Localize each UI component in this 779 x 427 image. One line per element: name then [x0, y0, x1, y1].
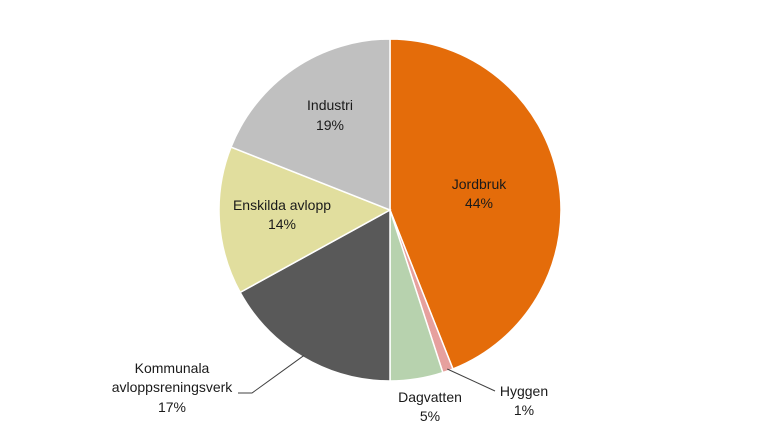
- label-kommunala-line2: avloppsreningsverk: [112, 379, 234, 395]
- percent-jordbruk: 44%: [465, 195, 493, 211]
- percent-industri: 19%: [316, 117, 344, 133]
- leader-line-kommunala: [238, 355, 305, 394]
- pie-slice-kommunala-avloppsreningsverk: [239, 208, 391, 382]
- leader-line-hyggen: [447, 368, 496, 392]
- label-kommunala-line1: Kommunala: [135, 360, 210, 376]
- pie-slice-jordbruk: [389, 38, 562, 370]
- label-hyggen: Hyggen: [500, 383, 548, 399]
- pie-slice-enskilda-avlopp: [218, 146, 392, 294]
- percent-enskilda-avlopp: 14%: [268, 216, 296, 232]
- pie-slices: [218, 38, 562, 382]
- label-industri: Industri: [307, 97, 353, 113]
- label-enskilda-avlopp: Enskilda avlopp: [233, 197, 331, 213]
- pie-slice-industri: [230, 38, 391, 212]
- label-dagvatten: Dagvatten: [398, 389, 462, 405]
- percent-hyggen: 1%: [514, 402, 534, 418]
- leader-lines: [238, 355, 496, 394]
- percent-kommunala: 17%: [158, 399, 186, 415]
- percent-dagvatten: 5%: [420, 408, 440, 424]
- label-jordbruk: Jordbruk: [452, 176, 507, 192]
